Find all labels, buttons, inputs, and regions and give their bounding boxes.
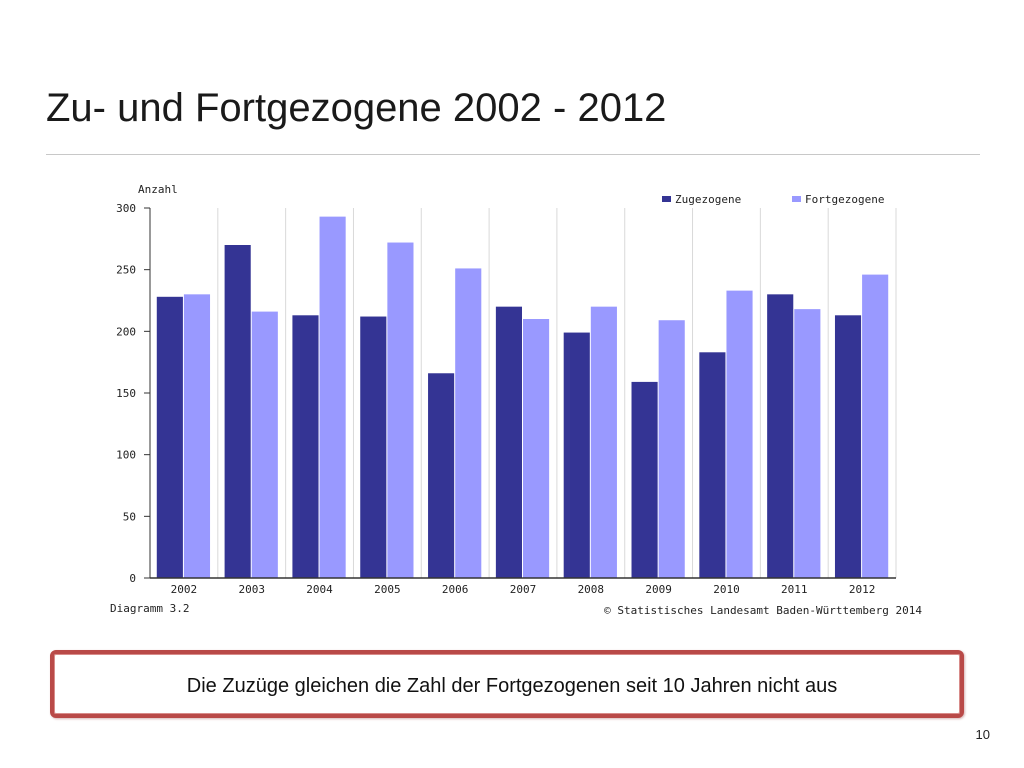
- bar-fortgezogene-2009: [658, 320, 685, 578]
- y-tick-label: 100: [116, 449, 136, 462]
- x-tick-label: 2002: [171, 583, 198, 596]
- bar-zugezogene-2010: [699, 352, 726, 578]
- y-tick-label: 0: [129, 572, 136, 585]
- title-divider: [46, 154, 980, 155]
- x-tick-label: 2012: [849, 583, 876, 596]
- bar-zugezogene-2011: [767, 294, 794, 578]
- x-tick-label: 2010: [713, 583, 740, 596]
- bar-fortgezogene-2003: [251, 311, 278, 578]
- bar-fortgezogene-2007: [523, 319, 550, 578]
- legend-swatch-zugezogene: [662, 196, 671, 202]
- bar-fortgezogene-2002: [183, 294, 211, 578]
- x-tick-label: 2006: [442, 583, 469, 596]
- legend-swatch-fortgezogene: [792, 196, 801, 202]
- bar-fortgezogene-2008: [590, 306, 617, 578]
- x-tick-label: 2004: [306, 583, 333, 596]
- bar-zugezogene-2002: [156, 296, 183, 578]
- y-tick-label: 200: [116, 325, 136, 338]
- y-tick-label: 250: [116, 264, 136, 277]
- note-box: [50, 650, 964, 718]
- y-tick-label: 150: [116, 387, 136, 400]
- slide-title: Zu- und Fortgezogene 2002 - 2012: [46, 86, 667, 130]
- legend-label-fortgezogene: Fortgezogene: [805, 193, 884, 206]
- bar-fortgezogene-2006: [455, 268, 482, 578]
- bar-zugezogene-2003: [224, 245, 251, 578]
- legend-label-zugezogene: Zugezogene: [675, 193, 741, 206]
- bar-zugezogene-2012: [834, 315, 862, 578]
- page-number: 10: [975, 727, 990, 742]
- bar-fortgezogene-2011: [794, 309, 821, 578]
- source-caption: © Statistisches Landesamt Baden-Württemb…: [604, 604, 922, 617]
- bar-fortgezogene-2004: [319, 216, 346, 578]
- bar-zugezogene-2007: [495, 306, 522, 578]
- bar-zugezogene-2004: [292, 315, 319, 578]
- x-tick-label: 2003: [238, 583, 265, 596]
- bar-zugezogene-2006: [428, 373, 455, 578]
- bar-zugezogene-2005: [360, 316, 387, 578]
- bar-zugezogene-2009: [631, 381, 658, 578]
- y-tick-label: 50: [123, 510, 136, 523]
- x-tick-label: 2008: [578, 583, 605, 596]
- bar-fortgezogene-2012: [862, 274, 889, 578]
- x-tick-label: 2005: [374, 583, 401, 596]
- x-tick-label: 2009: [645, 583, 672, 596]
- x-tick-label: 2011: [781, 583, 808, 596]
- note-text: Die Zuzüge gleichen die Zahl der Fortgez…: [186, 675, 838, 697]
- bar-zugezogene-2008: [563, 332, 590, 578]
- bar-fortgezogene-2005: [387, 242, 414, 579]
- x-tick-label: 2007: [510, 583, 537, 596]
- y-axis-title: Anzahl: [138, 183, 178, 196]
- diagram-caption: Diagramm 3.2: [110, 602, 189, 615]
- y-tick-label: 300: [116, 202, 136, 215]
- bar-fortgezogene-2010: [726, 290, 753, 578]
